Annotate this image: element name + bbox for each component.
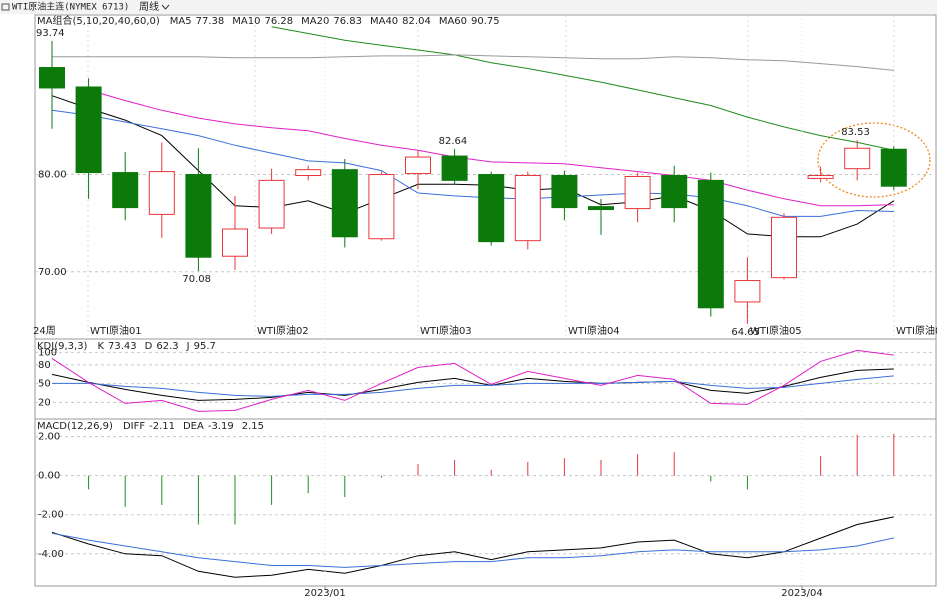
legend-name: MA10 (232, 16, 260, 27)
indicator-line (88, 89, 894, 207)
y-tick-label: 50 (38, 379, 51, 390)
indicator-line (51, 95, 895, 238)
y-tick-label: 100 (38, 347, 57, 358)
legend-name: MA5 (170, 16, 192, 27)
legend-value: 90.75 (471, 16, 500, 27)
candle-body (441, 155, 468, 181)
corner-label: 24周 (33, 325, 56, 337)
chart-title: WTI原油主连(NYMEX 6713) (12, 1, 129, 13)
legend-value: 76.28 (264, 16, 293, 27)
contract-label: WTI原油01 (90, 324, 142, 337)
candle-body (112, 172, 139, 209)
legend-value: 76.83 (333, 16, 362, 27)
low-label: 64.65 (731, 327, 760, 338)
legend-value: -3.19 (208, 421, 234, 432)
indicator-line (51, 532, 894, 568)
legend-name: K (97, 341, 104, 352)
high-label: 82.64 (439, 136, 468, 147)
y-tick-label: -4.00 (38, 549, 64, 560)
legend-value: 62.3 (156, 341, 178, 352)
legend-value: -2.11 (149, 421, 175, 432)
candle-body (222, 228, 248, 257)
contract-label: WTI原油05 (750, 324, 802, 337)
candle-body (844, 147, 871, 170)
candle-body (734, 280, 761, 303)
contract-label: WTI原油03 (420, 324, 472, 337)
y-tick-label: 20 (38, 397, 51, 408)
high-label: 93.74 (36, 28, 65, 39)
indicator-line (51, 516, 894, 578)
contract-label: WTI原油0 (896, 324, 937, 337)
y-tick-label: 70.00 (38, 267, 67, 278)
legend-name: MA20 (301, 16, 329, 27)
candle-body (478, 174, 505, 243)
candle-body (697, 179, 724, 309)
plot-frame (34, 14, 937, 587)
candle-body (258, 179, 285, 229)
legend-title: MACD(12,26,9) (37, 421, 113, 432)
contract-label: WTI原油02 (257, 324, 309, 337)
header-bar (0, 0, 937, 14)
candle-body (331, 169, 358, 238)
candle-body (880, 148, 907, 187)
legend-name: DEA (183, 421, 204, 432)
collapse-icon[interactable] (1, 3, 10, 11)
highlight-ellipse (817, 122, 931, 198)
legend-name: J (186, 341, 190, 352)
indicator-line (51, 368, 894, 401)
indicator-line (52, 375, 894, 397)
candle-body (75, 86, 102, 174)
candle-body (588, 206, 614, 211)
y-tick-label: 0.00 (38, 471, 60, 482)
y-tick-label: 2.00 (38, 432, 60, 443)
candle-body (368, 174, 395, 240)
candle-body (624, 175, 651, 210)
legend-name: MA60 (439, 16, 467, 27)
legend-title: MA组合(5,10,20,40,60,0) (37, 14, 160, 27)
legend-title: KDJ(9,3,3) (37, 341, 88, 352)
y-tick-label: 80 (38, 360, 51, 371)
candle-body (551, 175, 578, 209)
indicator-line (52, 54, 894, 71)
candle-body (148, 171, 175, 215)
candle-body (807, 175, 834, 179)
period-chevron[interactable] (161, 4, 170, 10)
legend-value: 82.04 (402, 16, 431, 27)
indicator-line (51, 109, 894, 217)
legend-value: 2.15 (242, 421, 264, 432)
legend-value: 95.7 (194, 341, 216, 352)
period-selector[interactable]: 周线 (139, 0, 159, 13)
candle-body (771, 216, 797, 279)
contract-label: WTI原油04 (568, 324, 620, 337)
candle-body (185, 174, 212, 258)
legend-value: 73.43 (108, 341, 137, 352)
high-label: 83.53 (841, 127, 870, 138)
candle-body (295, 169, 322, 176)
indicator-line (51, 349, 894, 412)
candle-body (661, 175, 688, 209)
x-tick-label: 2023/04 (781, 588, 823, 599)
legend-name: DIFF (123, 421, 145, 432)
legend-name: D (145, 341, 153, 352)
candle-body (405, 156, 431, 175)
legend-value: 77.38 (196, 16, 225, 27)
candle-body (514, 175, 541, 242)
candle-body (39, 67, 65, 89)
indicator-line (271, 26, 894, 151)
x-tick-label: 2023/01 (304, 588, 346, 599)
low-label: 70.08 (182, 274, 211, 285)
y-tick-label: 80.00 (38, 170, 67, 181)
legend-name: MA40 (370, 16, 398, 27)
y-tick-label: -2.00 (38, 510, 64, 521)
